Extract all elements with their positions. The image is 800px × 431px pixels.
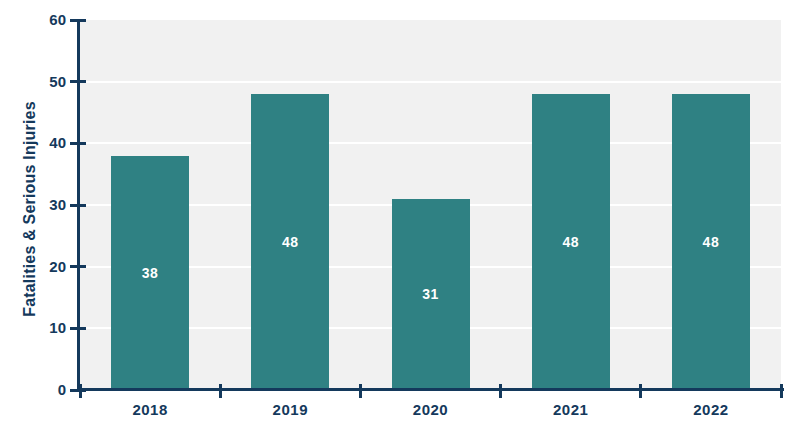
y-tick-label-60: 60 [18,10,66,30]
bar-2019: 48 [251,94,329,390]
x-axis-label-2020: 2020 [376,401,486,418]
x-axis-line [77,388,784,391]
y-tick-label-20: 20 [18,257,66,277]
bar-value-label: 38 [142,265,159,281]
bar-2021: 48 [532,94,610,390]
x-tick-4 [639,384,642,398]
y-tick-label-10: 10 [18,318,66,338]
y-tick-10 [70,327,86,330]
x-tick-2 [359,384,362,398]
y-tick-label-30: 30 [18,195,66,215]
bar-2022: 48 [672,94,750,390]
x-tick-5 [780,384,783,398]
x-axis-label-2019: 2019 [235,401,345,418]
y-tick-60 [70,19,86,22]
y-tick-label-0: 0 [18,380,66,400]
bar-value-label: 48 [562,234,579,250]
x-tick-3 [499,384,502,398]
x-tick-1 [219,384,222,398]
bar-chart-canvas: Fatalities & Serious Injuries 3848314848… [0,0,800,431]
plot-area: 38 48 31 48 48 [80,20,781,390]
x-axis-label-2021: 2021 [516,401,626,418]
x-axis-label-2022: 2022 [656,401,766,418]
bar-value-label: 48 [703,234,720,250]
gridline-50 [80,81,781,83]
y-tick-40 [70,142,86,145]
y-tick-30 [70,204,86,207]
bar-value-label: 31 [422,286,439,302]
bar-2020: 31 [392,199,470,390]
y-tick-50 [70,80,86,83]
x-tick-0 [79,384,82,398]
bar-value-label: 48 [282,234,299,250]
bar-2018: 38 [111,156,189,390]
y-tick-label-40: 40 [18,133,66,153]
y-tick-20 [70,265,86,268]
y-tick-label-50: 50 [18,72,66,92]
x-axis-label-2018: 2018 [95,401,205,418]
